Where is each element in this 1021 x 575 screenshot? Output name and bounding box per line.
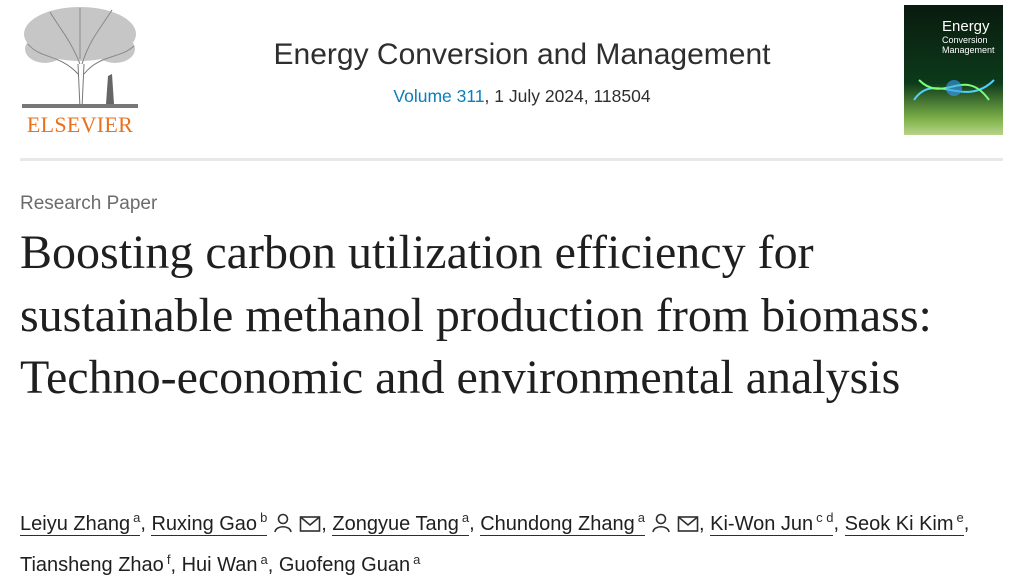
journal-cover[interactable]: Energy Conversion Management [904, 5, 1003, 135]
separator: , [699, 512, 705, 535]
email-icon[interactable] [299, 515, 321, 533]
author: Ruxing Gao b, [151, 510, 327, 536]
author: Leiyu Zhang a, [20, 510, 146, 536]
separator: , [170, 554, 176, 575]
author: Hui Wan a, [181, 551, 274, 575]
separator: , [469, 512, 475, 535]
affiliation-marker[interactable]: c d [816, 510, 834, 525]
cover-title: Energy [942, 18, 990, 35]
affiliation-marker[interactable]: a [413, 551, 421, 567]
separator: , [321, 512, 327, 535]
volume-info: Volume 311, 1 July 2024, 118504 [160, 86, 884, 107]
journal-title[interactable]: Energy Conversion and Management [273, 38, 771, 71]
affiliation-marker[interactable]: a [637, 510, 645, 525]
person-icon[interactable] [273, 513, 293, 533]
author-list: Leiyu Zhang a, Ruxing Gao b, Zongyue Tang a… [20, 500, 995, 575]
author: Guofeng Guan a [278, 551, 421, 575]
cover-art [913, 79, 995, 101]
person-icon[interactable] [651, 513, 671, 533]
affiliation-marker[interactable]: a [461, 510, 470, 525]
author-name[interactable]: Chundong Zhang a [480, 510, 645, 536]
email-icon[interactable] [677, 515, 699, 533]
author-name[interactable]: Hui Wan a [181, 551, 268, 575]
author-name[interactable]: Tiansheng Zhao f [20, 551, 171, 575]
cover-subtitle: Conversion [942, 35, 988, 45]
issue-info: , 1 July 2024, 118504 [484, 86, 651, 106]
affiliation-marker[interactable]: f [166, 551, 171, 567]
affiliation-marker[interactable]: a [260, 551, 268, 567]
separator: , [963, 512, 970, 535]
affiliation-marker[interactable]: b [260, 510, 268, 525]
elsevier-tree-logo [22, 7, 138, 109]
publisher-name: ELSEVIER [26, 112, 134, 137]
author-name[interactable]: Ki-Won Jun c d [710, 510, 834, 536]
affiliation-marker[interactable]: e [956, 510, 964, 525]
separator: , [267, 554, 274, 575]
author-name[interactable]: Leiyu Zhang a [20, 510, 141, 536]
separator: , [140, 512, 146, 535]
author: Ki-Won Jun c d, [710, 510, 840, 536]
volume-link[interactable]: Volume 311 [393, 86, 485, 106]
author: Chundong Zhang a, [480, 510, 705, 536]
author: Seok Ki Kim e, [844, 510, 970, 536]
separator: , [833, 512, 840, 535]
separator [20, 158, 1003, 161]
author-name[interactable]: Ruxing Gao b [151, 510, 268, 536]
cover-subtitle: Management [942, 45, 995, 55]
article-type: Research Paper [20, 193, 158, 214]
author-name[interactable]: Zongyue Tang a [332, 510, 470, 536]
author-name[interactable]: Guofeng Guan a [278, 551, 421, 575]
author-name[interactable]: Seok Ki Kim e [844, 510, 964, 536]
article-title: Boosting carbon utilization efficiency f… [20, 226, 932, 404]
author: Tiansheng Zhao f, [20, 551, 176, 575]
author: Zongyue Tang a, [332, 510, 475, 536]
affiliation-marker[interactable]: a [133, 510, 141, 525]
